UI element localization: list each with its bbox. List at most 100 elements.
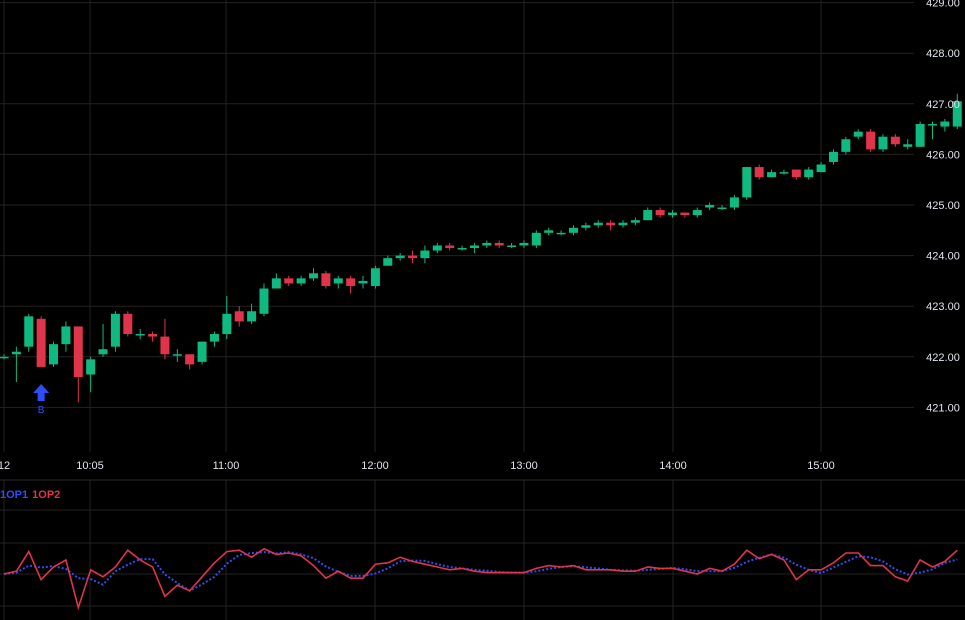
indicator-legend: 1OP1 1OP2	[0, 489, 64, 501]
y-axis: 421.00 422.00 423.00 424.00 425.00 426.00 427.…	[926, 0, 960, 414]
candle-body	[915, 124, 925, 147]
candle-body	[346, 278, 356, 286]
candle-body	[370, 268, 380, 286]
buy-marker: B	[33, 384, 50, 416]
candle-body	[86, 359, 96, 375]
candle-body	[309, 273, 318, 279]
buy-marker-label: B	[38, 405, 45, 416]
candle-body	[234, 311, 244, 322]
candle-body	[271, 278, 281, 289]
candle-body	[952, 101, 962, 127]
candle-body	[482, 242, 492, 246]
candle-body	[259, 288, 269, 314]
candle-body	[754, 167, 764, 178]
candle-body	[0, 356, 9, 359]
candle-body	[494, 242, 504, 246]
candle-body	[209, 334, 219, 342]
candle-body	[618, 222, 628, 226]
x-tick-label: 10:05	[76, 460, 104, 472]
y-tick-label: 422.00	[926, 352, 960, 364]
x-tick-label: 11:00	[213, 460, 240, 472]
y-tick-label: 429.00	[926, 0, 960, 10]
candle-body	[742, 167, 752, 198]
candle-body	[185, 354, 195, 365]
candle-body	[432, 245, 442, 251]
candle-body	[804, 169, 814, 178]
candle-body	[247, 311, 257, 322]
candle-body	[98, 349, 108, 355]
candle-body	[643, 210, 653, 221]
candle-body	[630, 220, 640, 223]
candle-body	[903, 144, 913, 147]
legend-series-2: 1OP2	[32, 489, 61, 501]
candle-body	[878, 136, 888, 150]
candle-body	[24, 316, 34, 347]
x-tick-label: 13:00	[510, 460, 538, 472]
buy-arrow-icon	[33, 384, 50, 401]
candle-body	[606, 222, 616, 226]
candle-body	[49, 344, 59, 365]
candle-body	[668, 212, 678, 216]
series-line-1op1	[3, 551, 958, 592]
y-tick-label: 428.00	[926, 48, 960, 60]
candle-body	[717, 207, 727, 210]
x-tick-label: 12:00	[361, 460, 389, 472]
candle-body	[828, 151, 838, 162]
candle-body	[469, 245, 479, 249]
candle-body	[568, 227, 578, 233]
candle-body	[123, 313, 133, 335]
candle-body	[853, 131, 863, 137]
candle-body	[135, 334, 145, 336]
candle-body	[383, 258, 393, 266]
x-axis: 12 10:05 11:00 12:00 13:00 14:00 15:00	[0, 460, 835, 472]
candle-body	[333, 278, 343, 284]
candle-body	[11, 351, 21, 355]
candle-body	[791, 169, 801, 178]
candle-body	[358, 280, 368, 284]
candle-body	[445, 245, 455, 249]
y-tick-label: 427.00	[926, 99, 960, 111]
candle-body	[408, 255, 418, 259]
candle-body	[296, 278, 306, 284]
candle-body	[655, 210, 665, 216]
candle-body	[172, 354, 182, 356]
candle-body	[556, 232, 566, 235]
candle-body	[705, 205, 715, 208]
legend-series-1: 1OP1	[0, 489, 29, 501]
candle-body	[581, 225, 591, 228]
y-tick-label: 424.00	[926, 251, 960, 263]
candle-body	[197, 341, 207, 362]
candle-body	[110, 313, 120, 347]
candle-body	[593, 222, 603, 226]
y-tick-label: 423.00	[926, 301, 960, 313]
x-tick-label: 14:00	[659, 460, 687, 472]
candle-body	[890, 136, 900, 145]
candle-body	[148, 334, 158, 337]
candle-body	[544, 230, 554, 233]
candle-body	[940, 121, 950, 127]
candle-body	[61, 326, 71, 345]
candle-body	[457, 248, 467, 250]
candle-body	[729, 197, 739, 208]
candle-body	[73, 326, 83, 378]
y-tick-label: 421.00	[926, 402, 960, 414]
y-tick-label: 426.00	[926, 149, 960, 161]
candle-body	[321, 273, 331, 286]
candle-body	[816, 164, 826, 173]
candle-body	[284, 278, 294, 284]
candle-body	[841, 139, 851, 152]
candle-body	[680, 212, 690, 216]
y-tick-label: 425.00	[926, 200, 960, 212]
candle-body	[866, 131, 876, 150]
candles	[0, 93, 962, 403]
candle-body	[928, 124, 937, 126]
candle-body	[420, 250, 430, 259]
x-tick-label: 12	[0, 460, 10, 472]
candle-body	[519, 242, 529, 246]
candle-body	[531, 232, 541, 246]
x-tick-label: 15:00	[807, 460, 835, 472]
series-line-1op2	[3, 547, 958, 611]
candle-body	[160, 336, 170, 355]
